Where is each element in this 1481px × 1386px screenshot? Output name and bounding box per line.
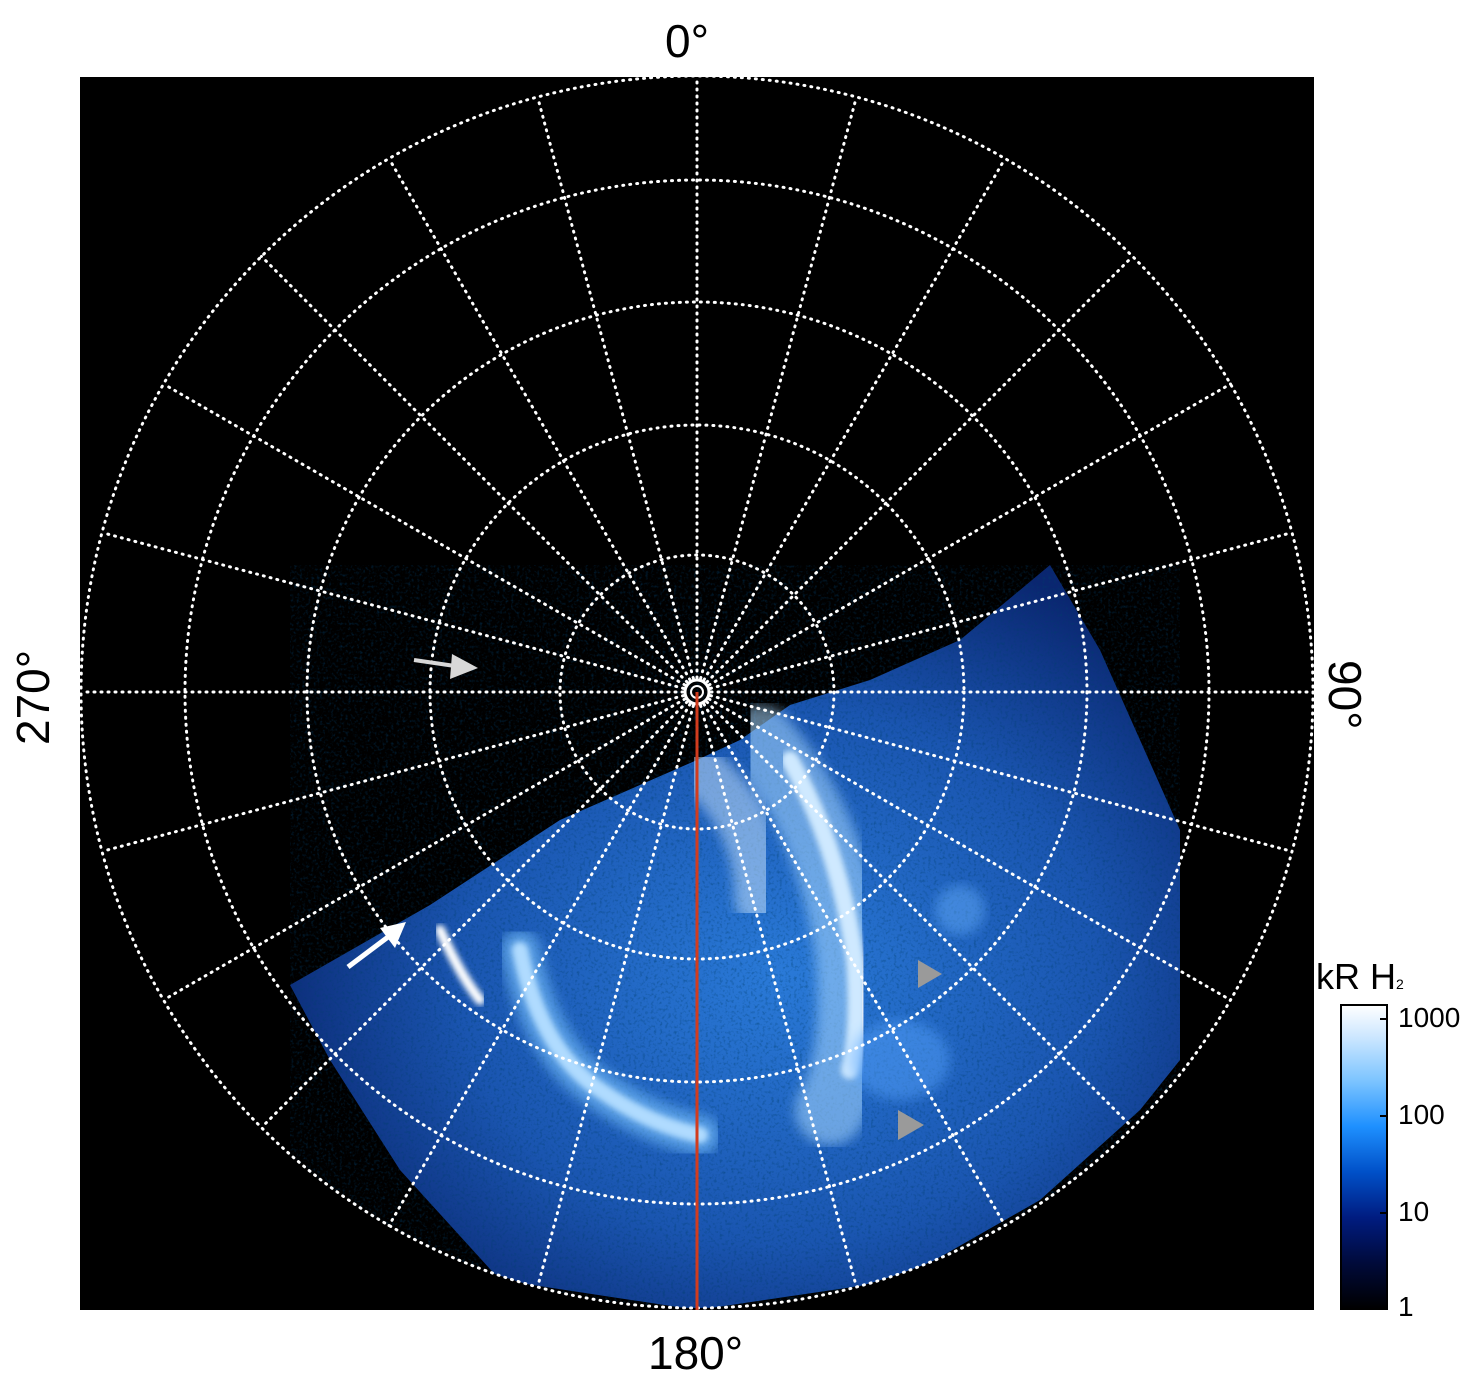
- grid-meridian: [100, 531, 685, 690]
- auroral-emission: [290, 565, 1180, 1308]
- grid-meridian: [699, 95, 858, 680]
- grid-meridian: [699, 704, 858, 1289]
- emission-patch: [850, 1020, 950, 1100]
- longitude-grid: [79, 74, 1315, 1310]
- main-oval-glow: [500, 930, 720, 1155]
- grid-meridian: [702, 157, 1007, 682]
- grid-meridian: [536, 95, 695, 680]
- colorbar-title: kR H2: [1316, 956, 1404, 997]
- white-arrow: [346, 922, 406, 969]
- colorbar-tick-label: 1000: [1398, 1002, 1461, 1033]
- colorbar-tick-label: 100: [1398, 1099, 1445, 1130]
- grid-meridian: [162, 697, 687, 1002]
- azimuth-label-270: 270°: [7, 649, 59, 745]
- grid-meridian: [387, 157, 692, 682]
- grid-meridian: [705, 254, 1135, 684]
- grey-arrowhead-lower: [898, 1110, 924, 1140]
- colorbar-tick-label: 10: [1398, 1196, 1430, 1227]
- emission-patch: [935, 885, 985, 935]
- colorbar-ticks: [1380, 1018, 1387, 1309]
- colorbar-tick-label: 1: [1398, 1291, 1414, 1322]
- grid-circle: [305, 300, 1089, 1084]
- azimuth-label-180: 180°: [648, 1327, 744, 1379]
- inner-glow: [675, 745, 785, 925]
- observed-region-noise: [290, 565, 1180, 1308]
- grid-meridian: [705, 700, 1135, 1130]
- grid-meridian: [259, 254, 689, 684]
- grid-circle: [558, 553, 836, 831]
- grid-meridian: [162, 382, 687, 687]
- grid-meridian: [387, 702, 692, 1227]
- outer-arc: [435, 925, 485, 1005]
- colorbar: [1340, 1004, 1388, 1310]
- grid-meridian: [709, 531, 1294, 690]
- grid-meridian: [259, 700, 689, 1130]
- grid-meridian: [702, 702, 1007, 1227]
- azimuth-label-0: 0°: [665, 15, 709, 67]
- grid-meridian: [709, 694, 1294, 853]
- grid-meridian: [536, 704, 695, 1289]
- grid-meridian: [707, 382, 1232, 687]
- light-grey-arrow: [413, 654, 478, 679]
- grey-arrowhead-upper: [918, 960, 942, 988]
- azimuth-label-90: 90°: [1319, 660, 1371, 730]
- grid-meridian: [707, 697, 1232, 1002]
- grid-meridian: [100, 694, 685, 853]
